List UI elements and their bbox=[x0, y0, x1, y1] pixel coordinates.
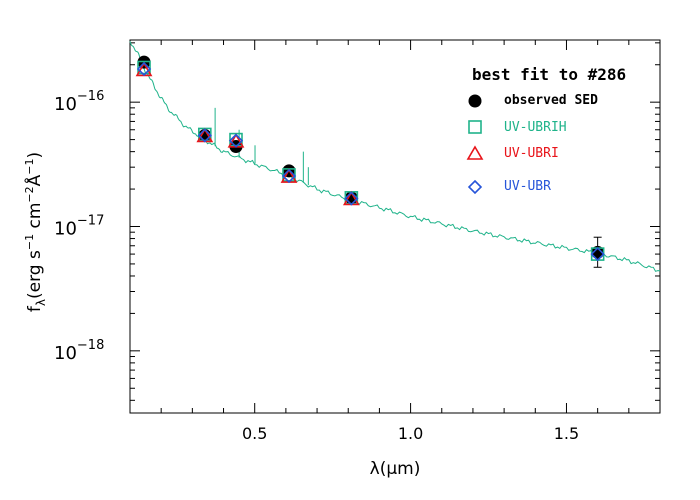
y-tick-label: 10−18 bbox=[54, 338, 104, 364]
uv-ubr-point bbox=[228, 133, 244, 148]
legend-label-uv-ubri: UV-UBRI bbox=[504, 146, 559, 161]
y-axis-label: fλ(erg s−1 cm−2Å−1) bbox=[23, 152, 48, 312]
y-tick-label: 10−17 bbox=[54, 214, 104, 240]
x-tick-label: 1.0 bbox=[398, 424, 423, 443]
x-axis: 0.5 1.0 1.5 bbox=[129, 40, 661, 443]
x-tick-label: 0.5 bbox=[242, 424, 267, 443]
legend-label-uv-ubr: UV-UBR bbox=[504, 179, 551, 194]
legend-label-observed: observed SED bbox=[504, 93, 598, 108]
uv-ubr-point bbox=[590, 246, 605, 262]
data-points bbox=[135, 55, 605, 268]
legend-marker-observed bbox=[468, 94, 482, 108]
uv-ubr-point bbox=[344, 191, 359, 206]
y-tick-label: 10−16 bbox=[54, 89, 104, 115]
x-axis-label: λ(μm) bbox=[370, 459, 421, 479]
legend-marker-uv-ubr bbox=[467, 179, 483, 195]
model-spectrum-line bbox=[129, 41, 661, 272]
x-tick-label: 1.5 bbox=[554, 424, 579, 443]
legend-title: best fit to #286 bbox=[472, 65, 626, 84]
uv-ubr-point bbox=[281, 168, 297, 184]
legend: best fit to #286 observed SED UV-UBRIH U… bbox=[466, 65, 626, 195]
legend-marker-uv-ubrih bbox=[468, 120, 482, 134]
y-axis: 10−16 10−17 10−18 bbox=[54, 42, 660, 401]
legend-marker-uv-ubri bbox=[466, 145, 484, 160]
uv-ubr-point bbox=[197, 128, 212, 143]
uv-ubr-point bbox=[136, 61, 152, 77]
uv-ubrih-point bbox=[137, 60, 151, 75]
observed-point bbox=[591, 245, 605, 259]
legend-label-uv-ubrih: UV-UBRIH bbox=[504, 120, 567, 135]
